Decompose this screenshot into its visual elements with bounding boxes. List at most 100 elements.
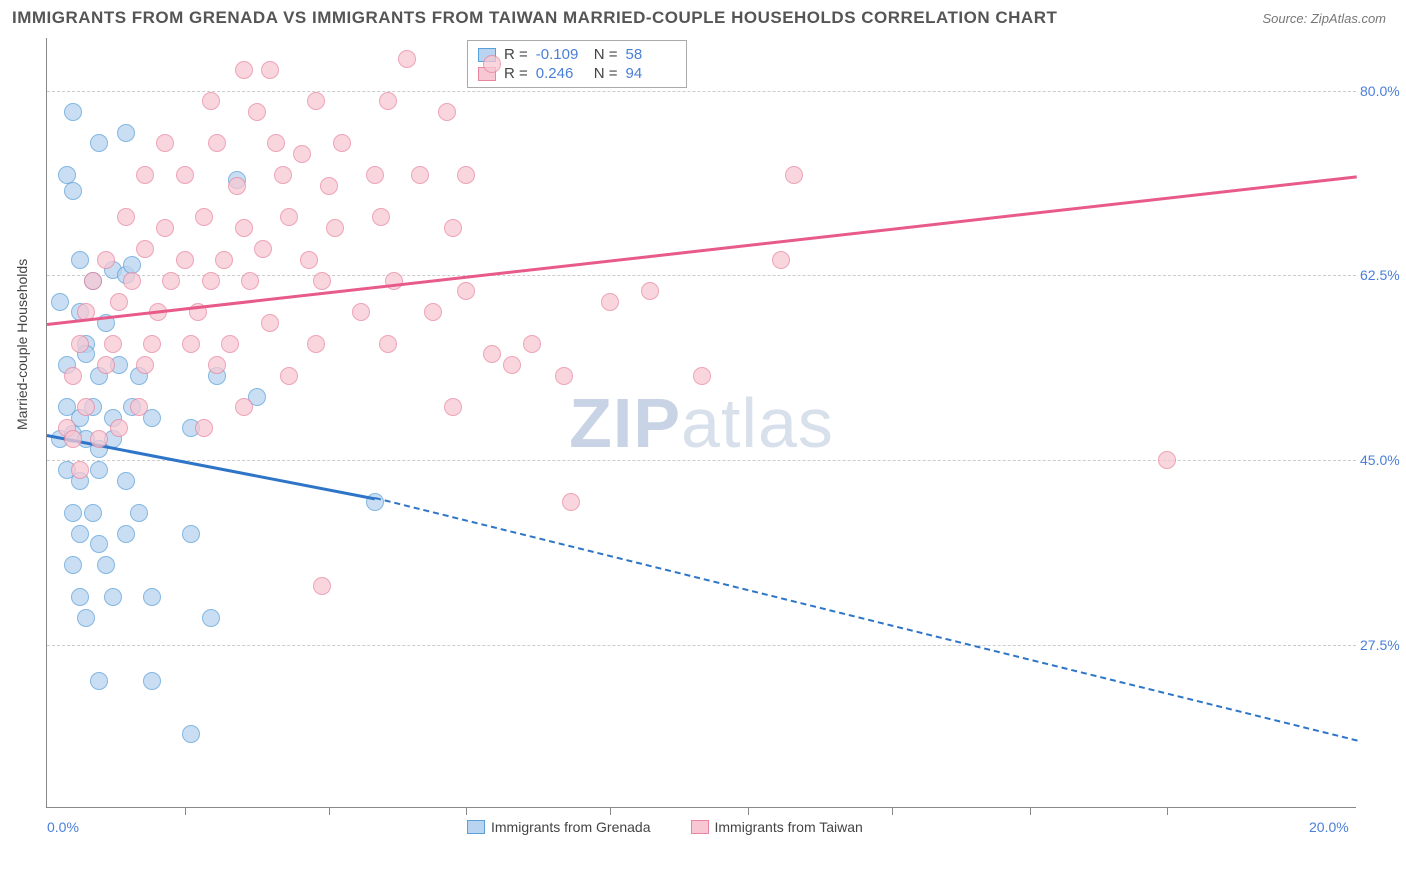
scatter-point	[438, 103, 456, 121]
scatter-point	[202, 92, 220, 110]
scatter-point	[267, 134, 285, 152]
scatter-point	[785, 166, 803, 184]
scatter-point	[241, 272, 259, 290]
scatter-point	[562, 493, 580, 511]
r-value: 0.246	[536, 65, 586, 82]
scatter-point	[195, 419, 213, 437]
scatter-point	[130, 504, 148, 522]
scatter-point	[97, 251, 115, 269]
scatter-point	[772, 251, 790, 269]
scatter-point	[313, 272, 331, 290]
scatter-point	[261, 314, 279, 332]
scatter-point	[379, 335, 397, 353]
scatter-point	[235, 219, 253, 237]
scatter-point	[333, 134, 351, 152]
scatter-point	[71, 461, 89, 479]
scatter-point	[411, 166, 429, 184]
scatter-point	[235, 398, 253, 416]
scatter-point	[71, 588, 89, 606]
scatter-point	[136, 356, 154, 374]
regression-line-extrapolated	[374, 497, 1357, 742]
scatter-point	[77, 398, 95, 416]
scatter-point	[641, 282, 659, 300]
scatter-point	[90, 461, 108, 479]
legend-item: Immigrants from Grenada	[467, 819, 651, 835]
scatter-point	[274, 166, 292, 184]
scatter-point	[110, 419, 128, 437]
scatter-point	[182, 525, 200, 543]
legend-label: Immigrants from Grenada	[491, 819, 651, 835]
scatter-point	[195, 208, 213, 226]
scatter-point	[372, 208, 390, 226]
scatter-point	[483, 55, 501, 73]
scatter-point	[444, 219, 462, 237]
scatter-point	[117, 472, 135, 490]
series-legend: Immigrants from Grenada Immigrants from T…	[467, 819, 863, 835]
x-minor-tick	[185, 807, 186, 815]
n-value: 58	[626, 46, 676, 63]
legend-item: Immigrants from Taiwan	[691, 819, 863, 835]
gridline-h	[47, 645, 1356, 646]
scatter-point	[483, 345, 501, 363]
r-value: -0.109	[536, 46, 586, 63]
scatter-point	[90, 430, 108, 448]
legend-stats-row: R = 0.246 N = 94	[478, 64, 676, 83]
chart-title: IMMIGRANTS FROM GRENADA VS IMMIGRANTS FR…	[12, 8, 1057, 28]
scatter-point	[693, 367, 711, 385]
r-label: R =	[504, 65, 528, 82]
scatter-point	[352, 303, 370, 321]
x-minor-tick	[892, 807, 893, 815]
scatter-point	[280, 208, 298, 226]
scatter-point	[424, 303, 442, 321]
scatter-point	[261, 61, 279, 79]
scatter-point	[77, 609, 95, 627]
scatter-point	[71, 525, 89, 543]
scatter-point	[136, 240, 154, 258]
scatter-point	[221, 335, 239, 353]
scatter-point	[444, 398, 462, 416]
gridline-h	[47, 91, 1356, 92]
n-label: N =	[594, 46, 618, 63]
scatter-point	[379, 92, 397, 110]
n-label: N =	[594, 65, 618, 82]
scatter-point	[84, 504, 102, 522]
scatter-point	[117, 525, 135, 543]
scatter-point	[293, 145, 311, 163]
scatter-point	[457, 166, 475, 184]
x-tick-label: 20.0%	[1309, 819, 1349, 835]
scatter-point	[90, 134, 108, 152]
x-tick-label: 0.0%	[47, 819, 79, 835]
scatter-point	[64, 430, 82, 448]
scatter-point	[104, 588, 122, 606]
scatter-point	[176, 251, 194, 269]
x-minor-tick	[1167, 807, 1168, 815]
scatter-point	[254, 240, 272, 258]
x-minor-tick	[466, 807, 467, 815]
scatter-point	[176, 166, 194, 184]
scatter-point	[162, 272, 180, 290]
scatter-point	[503, 356, 521, 374]
y-tick-label: 45.0%	[1360, 452, 1406, 468]
scatter-point	[90, 672, 108, 690]
regression-line	[47, 175, 1357, 325]
scatter-point	[208, 356, 226, 374]
scatter-point	[117, 124, 135, 142]
n-value: 94	[626, 65, 676, 82]
scatter-point	[84, 272, 102, 290]
scatter-point	[326, 219, 344, 237]
scatter-point	[228, 177, 246, 195]
x-minor-tick	[1030, 807, 1031, 815]
x-minor-tick	[329, 807, 330, 815]
y-axis-label: Married-couple Households	[14, 259, 30, 430]
scatter-point	[143, 335, 161, 353]
scatter-point	[300, 251, 318, 269]
scatter-point	[123, 272, 141, 290]
legend-stats-row: R =-0.109N =58	[478, 45, 676, 64]
scatter-point	[64, 182, 82, 200]
scatter-point	[143, 672, 161, 690]
legend-swatch	[467, 820, 485, 834]
scatter-point	[64, 556, 82, 574]
source-credit: Source: ZipAtlas.com	[1262, 11, 1386, 26]
scatter-point	[555, 367, 573, 385]
scatter-point	[64, 504, 82, 522]
